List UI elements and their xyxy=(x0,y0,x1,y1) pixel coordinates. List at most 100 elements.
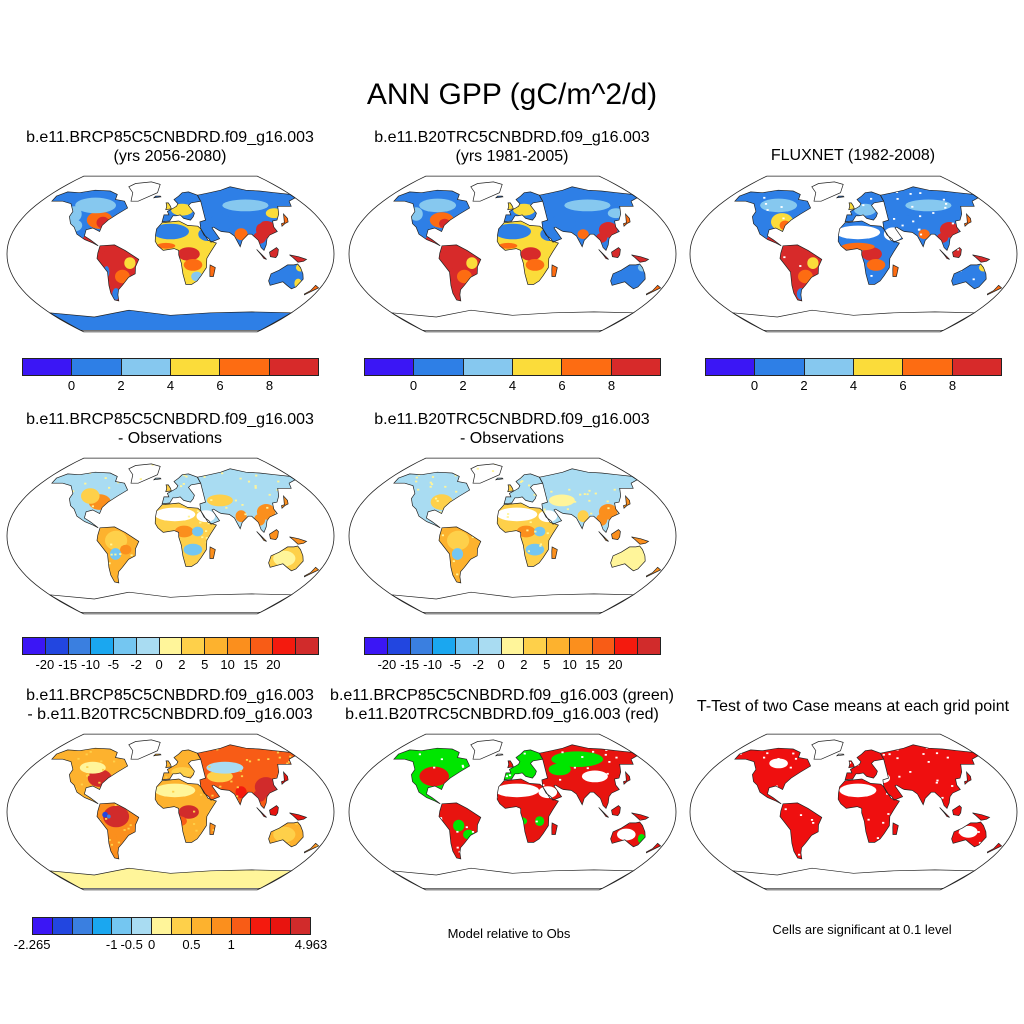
field-speck xyxy=(528,484,531,487)
field-speck xyxy=(113,760,116,763)
colorbar-swatch xyxy=(755,359,805,375)
field-patch xyxy=(564,199,611,212)
colorbar-tick-label: 8 xyxy=(607,378,616,393)
coastline xyxy=(551,264,558,277)
field-speck xyxy=(945,203,948,205)
field-patch xyxy=(466,257,478,269)
field-speck xyxy=(117,841,120,844)
field-speck xyxy=(816,751,819,754)
coastline xyxy=(811,739,844,760)
field-speck xyxy=(77,757,80,760)
field-patch xyxy=(525,259,545,271)
coastline xyxy=(165,484,172,493)
field-speck xyxy=(439,817,443,819)
coastline xyxy=(496,220,559,285)
colorbar-tick-label: 0 xyxy=(155,657,163,672)
coastline xyxy=(165,202,172,211)
coastline xyxy=(538,744,638,810)
field-speck xyxy=(212,829,215,831)
field-patch xyxy=(79,761,106,774)
field-speck xyxy=(763,756,766,759)
field-speck xyxy=(199,521,202,524)
field-speck xyxy=(114,804,117,806)
coastline xyxy=(964,212,972,227)
colorbar-tick-label: -10 xyxy=(423,657,442,672)
land-region-gl xyxy=(470,181,503,202)
coastline xyxy=(952,247,962,258)
colorbar-swatch xyxy=(463,359,513,375)
land-region-ng xyxy=(631,254,649,263)
field-speck xyxy=(183,474,186,477)
field-speck xyxy=(882,821,885,824)
field-speck xyxy=(766,209,769,211)
field-speck xyxy=(799,265,802,267)
field-speck xyxy=(893,218,896,220)
land-region-bo xyxy=(269,805,279,816)
panel5-title: b.e11.B20TRC5CNBDRD.f09_g16.003- Observa… xyxy=(374,411,650,447)
colorbar-tick-label: 2 xyxy=(178,657,186,672)
field-speck xyxy=(110,553,113,556)
colorbar-swatch xyxy=(52,918,73,934)
colorbar-tick-label: -20 xyxy=(377,657,397,672)
field-patch xyxy=(520,247,541,261)
coastline xyxy=(393,471,471,529)
coastline xyxy=(438,526,482,584)
field-speck xyxy=(941,796,944,799)
land-region-ng xyxy=(972,812,990,821)
field-speck xyxy=(195,829,198,832)
field-speck xyxy=(429,481,432,484)
field-speck xyxy=(431,476,435,478)
map-gpp-future xyxy=(6,175,335,333)
field-speck xyxy=(454,474,457,477)
colorbar-tick-label: 0 xyxy=(409,378,418,393)
colorbar-swatch xyxy=(562,359,612,375)
colorbar-swatch xyxy=(903,359,953,375)
colorbar-swatch xyxy=(638,638,660,654)
colorbar-swatch xyxy=(414,359,464,375)
field-speck xyxy=(461,764,464,767)
coastline xyxy=(49,309,293,331)
colorbar-swatch xyxy=(92,918,113,934)
colorbar-swatch xyxy=(191,918,212,934)
field-speck xyxy=(254,485,257,487)
field-patch xyxy=(918,229,930,240)
field-speck xyxy=(87,774,90,776)
colorbar-tick-label: 0 xyxy=(750,378,759,393)
land-region-uk xyxy=(848,202,855,210)
field-speck xyxy=(456,573,459,576)
coastline xyxy=(470,463,503,484)
field-patch xyxy=(841,242,875,251)
field-speck xyxy=(266,506,269,509)
field-speck xyxy=(415,476,418,479)
colorbar-tick-label: -15 xyxy=(400,657,420,672)
colorbar-tick-label: 10 xyxy=(562,657,577,672)
land-region-bo xyxy=(611,805,621,816)
field-speck xyxy=(440,758,443,761)
coastline xyxy=(154,778,217,843)
colorbar-swatch xyxy=(170,359,221,375)
colorbar-tick-label: 0.5 xyxy=(182,937,201,952)
coastline xyxy=(438,802,482,860)
map-gpp-obs xyxy=(689,175,1018,333)
field-patch xyxy=(115,269,130,284)
field-speck xyxy=(527,550,530,553)
field-speck xyxy=(130,554,133,557)
land-region-eu xyxy=(504,749,543,780)
field-speck xyxy=(506,516,509,518)
field-speck xyxy=(429,485,432,488)
coastline xyxy=(551,822,558,835)
field-speck xyxy=(221,779,224,782)
colorbar-tick-label: -2.265 xyxy=(13,937,51,952)
field-speck xyxy=(566,508,569,511)
field-patch xyxy=(177,247,200,261)
field-patch xyxy=(102,811,108,818)
field-speck xyxy=(471,831,475,833)
colorbar-gpp-1-labels: 0 2 4 6 8 xyxy=(22,378,319,394)
field-speck xyxy=(100,760,103,763)
field-patch xyxy=(178,805,199,819)
field-speck xyxy=(812,822,815,824)
colorbar-swatch xyxy=(121,359,171,375)
colorbar-tick-label: 6 xyxy=(216,378,224,393)
coastline xyxy=(538,468,638,534)
